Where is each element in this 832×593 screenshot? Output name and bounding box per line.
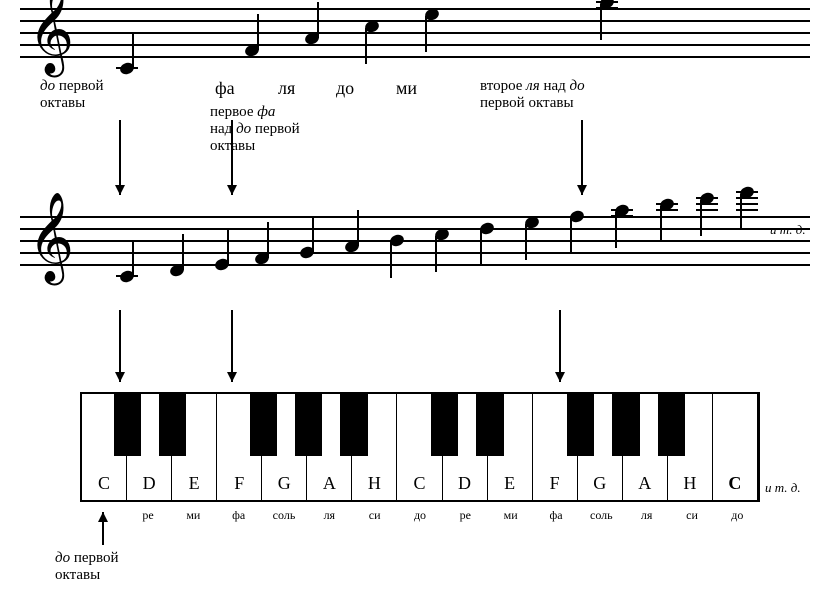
solfege-label: соль — [273, 508, 296, 523]
white-key-letter: G — [278, 473, 291, 494]
white-key: C — [713, 394, 758, 500]
solfege-label: до — [731, 508, 743, 523]
black-key — [114, 394, 141, 456]
black-key — [567, 394, 594, 456]
white-key-letter: A — [638, 473, 651, 494]
solfege-label: ля — [641, 508, 653, 523]
white-key-letter: E — [189, 473, 200, 494]
white-key-letter: D — [143, 473, 156, 494]
arrows — [0, 0, 832, 593]
solfege-label: ми — [504, 508, 518, 523]
solfege-label: ля — [324, 508, 336, 523]
white-key-letter: C — [413, 473, 425, 494]
solfege-label: ми — [186, 508, 200, 523]
white-key-letter: H — [683, 473, 696, 494]
white-key-letter: F — [550, 473, 560, 494]
black-key — [476, 394, 503, 456]
white-key-letter: G — [593, 473, 606, 494]
solfege-label: ре — [460, 508, 471, 523]
white-key-letter: D — [458, 473, 471, 494]
black-key — [295, 394, 322, 456]
black-key — [340, 394, 367, 456]
solfege-label: си — [369, 508, 381, 523]
black-key — [612, 394, 639, 456]
solfege-label: си — [686, 508, 698, 523]
etc-keyboard: и т. д. — [765, 480, 801, 496]
solfege-label: фа — [549, 508, 562, 523]
solfege-label: до — [414, 508, 426, 523]
solfege-label: фа — [232, 508, 245, 523]
piano-keyboard: CDEFGAHCDEFGAHC — [80, 392, 760, 502]
white-key-letter: H — [368, 473, 381, 494]
white-key-letter: F — [234, 473, 244, 494]
white-key-letter: E — [504, 473, 515, 494]
solfege-label: ре — [142, 508, 153, 523]
black-key — [250, 394, 277, 456]
white-key-letter: C — [728, 473, 741, 494]
black-key — [658, 394, 685, 456]
black-key — [431, 394, 458, 456]
solfege-label: соль — [590, 508, 613, 523]
white-key-letter: C — [98, 473, 110, 494]
label-bottom-do-pervoy: до первой октавы — [55, 550, 119, 584]
white-key-letter: A — [323, 473, 336, 494]
black-key — [159, 394, 186, 456]
